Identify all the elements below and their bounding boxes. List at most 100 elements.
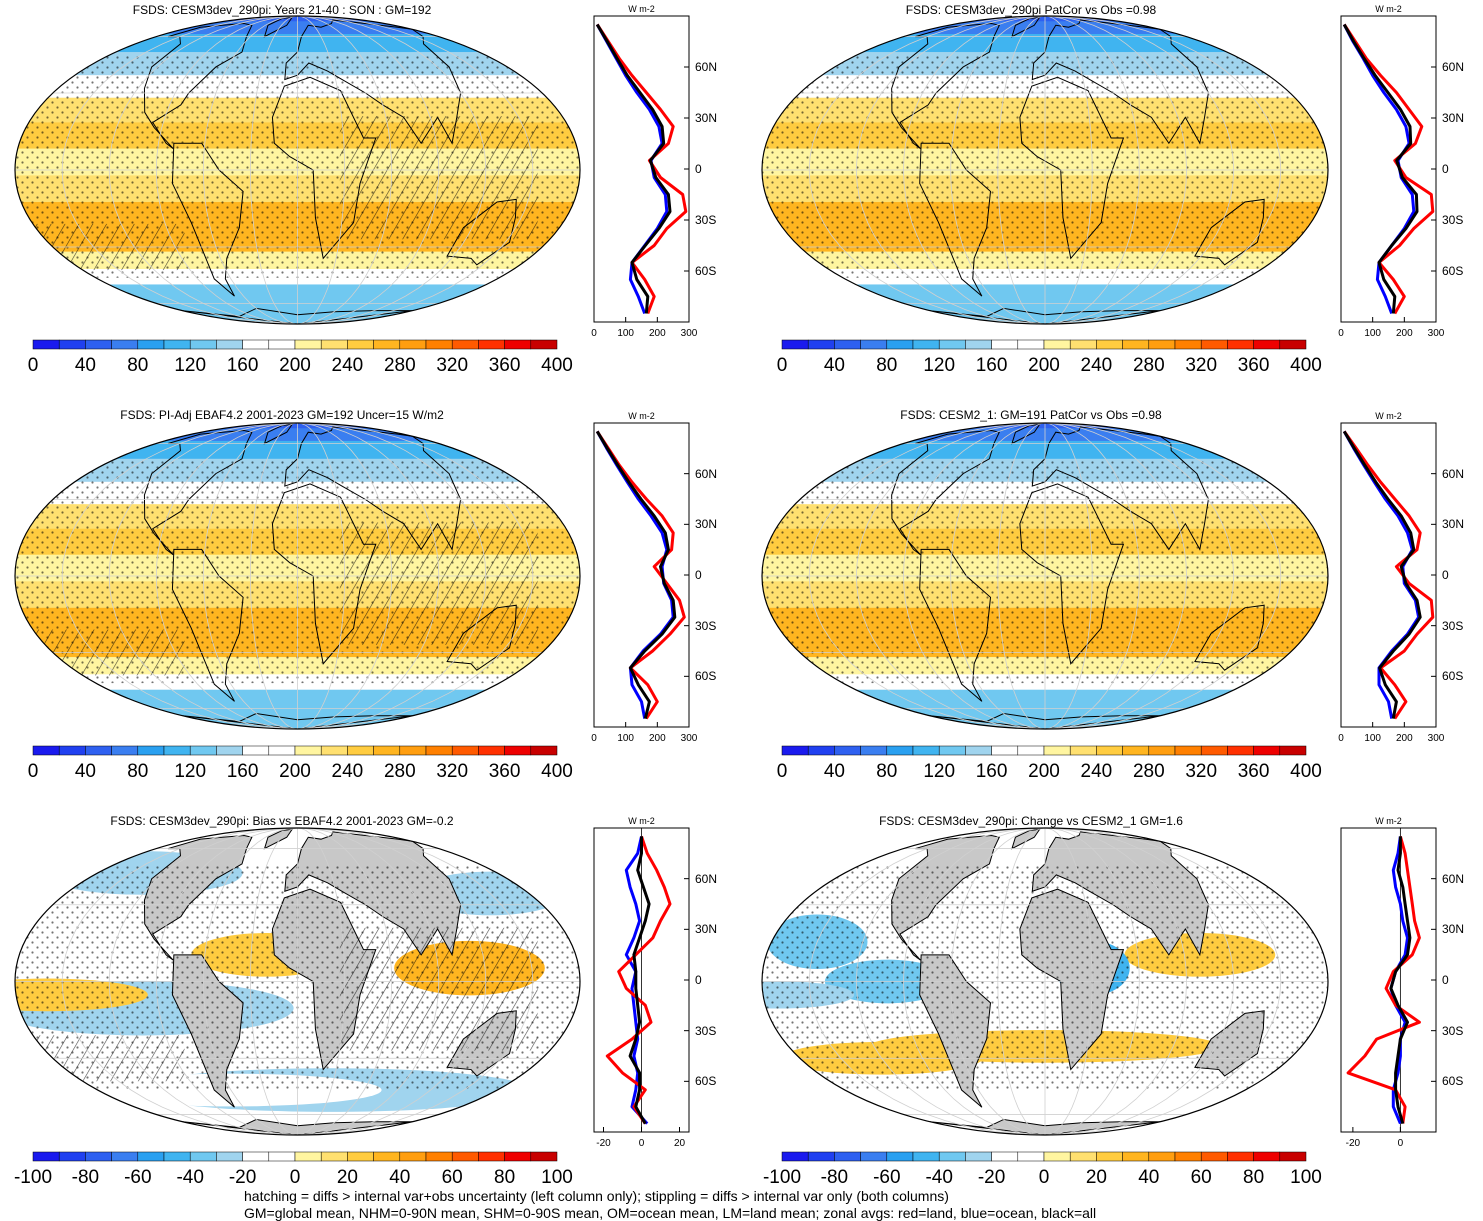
colorbar-swatch: [242, 339, 270, 350]
colorbar-swatch: [991, 1151, 1019, 1162]
colorbar-swatch: [530, 339, 558, 350]
colorbar-label: 60: [1190, 1167, 1212, 1188]
colorbar-swatch: [32, 339, 60, 350]
zonal-ytick-label: 30S: [1442, 213, 1464, 227]
zonal-ytick-label: 60S: [695, 264, 717, 278]
colorbar-label: -100: [762, 1167, 802, 1188]
colorbar-label: -60: [124, 1167, 152, 1188]
colorbar-swatch: [504, 1151, 532, 1162]
colorbar-swatch: [242, 1151, 270, 1162]
map-outline: [14, 422, 581, 730]
zonal-frame: [593, 422, 690, 728]
colorbar-swatch: [1200, 1151, 1228, 1162]
colorbar-swatch: [294, 1151, 322, 1162]
zonal-xtick-label: 100: [617, 733, 634, 744]
colorbar-swatch: [189, 745, 217, 756]
zonal-ytick-label: 60N: [695, 60, 718, 74]
colorbar-swatch: [965, 1151, 992, 1162]
colorbar-label: -100: [13, 1167, 53, 1188]
colorbar-label: 40: [74, 355, 96, 376]
panel-title: FSDS: CESM3dev_290pi: Change vs CESM2_1 …: [879, 814, 1183, 828]
colorbar-swatch: [1279, 339, 1307, 350]
colorbar-label: 320: [1185, 355, 1218, 376]
colorbar-swatch: [425, 745, 453, 756]
colorbar-label: 40: [1138, 1167, 1160, 1188]
panel-5: [14, 827, 690, 1162]
zonal-ytick-label: 60N: [1442, 871, 1465, 886]
colorbar-swatch: [399, 339, 427, 350]
map-outline: [761, 422, 1329, 730]
zonal-ytick-label: 60S: [695, 669, 717, 684]
colorbar-swatch: [425, 339, 453, 350]
colorbar-swatch: [1148, 1151, 1176, 1162]
colorbar-label: 120: [174, 761, 207, 782]
colorbar-label: 0: [27, 355, 39, 376]
colorbar-label: 240: [331, 761, 364, 782]
colorbar-label: 160: [226, 761, 259, 782]
colorbar-label: 200: [279, 355, 311, 376]
colorbar-swatch: [1043, 1151, 1071, 1162]
colorbar-swatch: [886, 1151, 914, 1162]
colorbar-label: 400: [1290, 355, 1322, 376]
colorbar-swatch: [32, 1151, 60, 1162]
colorbar-label: 320: [436, 761, 469, 782]
map: [15, 423, 580, 729]
colorbar-swatch: [216, 339, 243, 350]
zonal-xtick-label: 100: [1364, 733, 1381, 744]
map-outline: [14, 827, 581, 1136]
zonal-xtick-label: 300: [1427, 328, 1445, 339]
colorbar-swatch: [399, 1151, 427, 1162]
colorbar-swatch: [242, 745, 270, 756]
colorbar-swatch: [111, 1151, 139, 1162]
colorbar-label: 40: [74, 761, 96, 782]
colorbar-swatch: [373, 1151, 401, 1162]
colorbar-swatch: [1279, 1151, 1307, 1162]
colorbar-swatch: [504, 339, 532, 350]
zonal-ytick-label: 30N: [1442, 517, 1465, 532]
zonal-line-land: [605, 835, 672, 1125]
zonal-xtick-label: 300: [680, 733, 698, 744]
colorbar-swatch: [58, 745, 86, 756]
colorbar-swatch: [965, 745, 992, 756]
colorbar-label: 320: [436, 355, 469, 376]
colorbar-label: 20: [336, 1167, 358, 1188]
zonal-xtick-label: 300: [680, 328, 698, 339]
zonal-ytick-label: 30N: [695, 111, 718, 125]
zonal-ytick-label: 30S: [695, 1023, 717, 1038]
zonal-ytick-label: 60N: [1442, 60, 1465, 74]
colorbar-swatch: [1043, 339, 1071, 350]
zonal-ytick-label: 30N: [1442, 111, 1465, 125]
zonal-ytick-label: 60S: [695, 1074, 717, 1089]
zonal-xtick-label: 100: [1364, 328, 1381, 339]
zonal-ytick-label: 30S: [1442, 618, 1464, 633]
colorbar-swatch: [1122, 745, 1150, 756]
colorbar-swatch: [886, 745, 914, 756]
zonal-line-all: [1342, 23, 1419, 314]
colorbar-swatch: [58, 1151, 86, 1162]
zonal-unit-label: W m-2: [628, 411, 655, 421]
colorbar-label: 100: [1290, 1167, 1322, 1188]
colorbar-swatch: [32, 745, 60, 756]
colorbar-swatch: [1017, 745, 1045, 756]
colorbar-label: 280: [1132, 761, 1165, 782]
zonal-ytick-label: 0: [695, 162, 702, 176]
colorbar-swatch: [1174, 339, 1202, 350]
colorbar-label: 120: [923, 355, 956, 376]
colorbar-label: 40: [823, 355, 845, 376]
colorbar-swatch: [860, 1151, 888, 1162]
zonal-ytick-label: 0: [1442, 568, 1449, 582]
colorbar-swatch: [1200, 745, 1228, 756]
colorbar-swatch: [373, 339, 401, 350]
footer-line-2: GM=global mean, NHM=0-90N mean, SHM=0-90…: [244, 1205, 1097, 1221]
colorbar-label: 40: [823, 761, 845, 782]
colorbar-label: 60: [441, 1167, 463, 1188]
colorbar-swatch: [912, 339, 940, 350]
panel-title: FSDS: CESM3dev_290pi PatCor vs Obs =0.98: [905, 3, 1157, 17]
zonal-xtick-label: 0: [638, 1138, 645, 1149]
colorbar-label: 280: [1132, 355, 1165, 376]
colorbar-label: 0: [289, 1167, 301, 1188]
colorbar-label: 200: [279, 761, 311, 782]
colorbar-swatch: [965, 339, 992, 350]
colorbar-swatch: [938, 339, 966, 350]
zonal-line-all: [595, 23, 672, 314]
